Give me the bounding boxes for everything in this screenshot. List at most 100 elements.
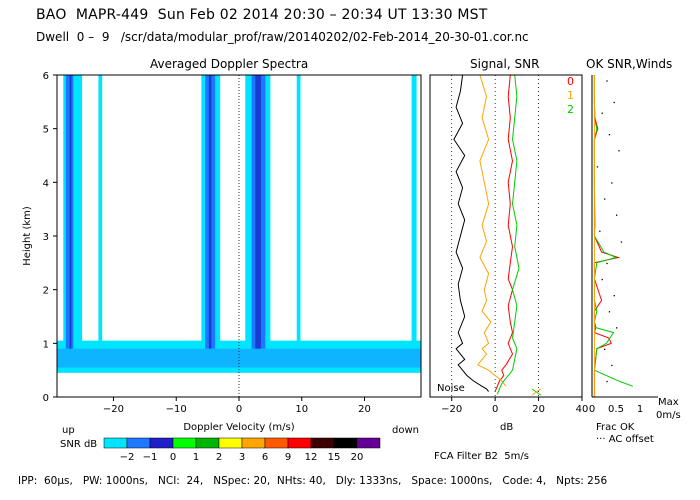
colorbar-label: 2: [216, 452, 222, 463]
ac-offset-dot: [599, 230, 601, 232]
ac-offset-dot: [604, 198, 606, 200]
spectra-y-tick-label: 2: [43, 286, 49, 297]
ac-offset-dot: [606, 380, 608, 383]
colorbar-label: 1: [193, 452, 199, 463]
ac-offset-dot: [606, 262, 608, 265]
signal-frame: [429, 74, 583, 398]
snr-db-label: SNR dB: [60, 439, 98, 450]
header-title: BAO MAPR-449 Sun Feb 02 2014 20:30 – 20:…: [36, 7, 488, 23]
ok-x-tick-label: 0.5: [608, 404, 624, 415]
spectra-band-6: [208, 75, 212, 349]
ok-x-tick-label: 0: [589, 404, 595, 415]
spectra-y-tick-label: 1: [43, 339, 49, 350]
colorbar-swatch: [333, 437, 358, 449]
down-label: down: [392, 425, 419, 436]
spectra-band-3: [98, 75, 103, 349]
colorbar-label: 9: [285, 452, 291, 463]
signal-panel-title: Signal, SNR: [470, 57, 540, 71]
colorbar-swatch: [218, 437, 243, 449]
doppler-spectra-heatmap: −20 −10 0 10 20 0 1 2 3 4 5 6 Doppler Velocity (m/s)…: [22, 71, 422, 433]
colorbar-label: −2: [120, 452, 135, 463]
spectra-y-axis-label: Height (km): [22, 206, 33, 266]
ac-offset-dot: [608, 134, 611, 136]
signal-x-tick-label: 20: [532, 404, 545, 415]
ac-offset-dot: [613, 101, 615, 104]
colorbar-swatch: [149, 437, 174, 449]
ac-offset-dot: [596, 166, 599, 168]
colorbar-swatch: [103, 437, 128, 449]
colorbar-swatch: [264, 437, 289, 449]
ac-offset-dot: [606, 80, 608, 82]
ac-offset-dot: [604, 348, 606, 350]
colorbar-label: 0: [170, 452, 176, 463]
spectra-y-tick-label: 0: [43, 393, 49, 404]
spectra-band-11: [411, 75, 417, 349]
spectra-panel-title: Averaged Doppler Spectra: [150, 57, 309, 71]
ac-offset-dot: [613, 295, 615, 297]
spectra-band-9: [255, 75, 261, 349]
signal-series-0: [494, 74, 514, 392]
snr-colorbar: −2 −1 0 1 2 3 6 9 12 15 20: [103, 437, 381, 463]
spectra-y-tick-label: 5: [43, 125, 49, 136]
signal-x-tick-label: 40: [576, 404, 589, 415]
ac-offset-dot: [616, 214, 618, 216]
db-axis-label: dB: [500, 422, 514, 433]
ok-x-tick-label: 1: [637, 404, 643, 415]
colorbar-swatch: [195, 437, 220, 449]
ac-offset-dot: [608, 311, 611, 313]
spectra-band-2: [69, 75, 72, 349]
max-speed-label: 0m/s: [656, 410, 681, 421]
up-label: up: [62, 425, 75, 436]
colorbar-label: 3: [239, 452, 245, 463]
beam-1-label: 1: [567, 89, 574, 102]
ac-offset-dot: [601, 278, 603, 281]
noise-label: Noise: [437, 383, 465, 394]
spectra-y-tick-label: 6: [43, 71, 49, 82]
ok-snr-winds-plot: 0 0.5 1: [589, 75, 658, 415]
signal-series-2: [496, 74, 520, 395]
header-subtitle: Dwell 0 – 9 /scr/data/modular_prof/raw/2…: [36, 30, 529, 44]
ok-panel-title: OK SNR,Winds: [586, 57, 673, 71]
ac-offset-label: ··· AC offset: [596, 434, 654, 445]
ac-offset-dot: [611, 364, 613, 367]
spectra-y-tick-label: 3: [43, 232, 49, 243]
colorbar-label: 15: [328, 452, 341, 463]
spectra-x-tick-label: 0: [236, 404, 242, 415]
beam-2-label: 2: [567, 103, 574, 116]
spectra-y-tick-label: 4: [43, 178, 49, 189]
signal-snr-plot: −20 0 20 40: [429, 74, 589, 415]
beam-0-label: 0: [567, 75, 574, 88]
colorbar-label: −1: [143, 452, 158, 463]
ac-offset-dot: [611, 182, 613, 184]
colorbar-swatch: [241, 437, 266, 449]
max-label: Max: [658, 397, 679, 408]
ac-offset-dot: [618, 150, 620, 152]
colorbar-label: 20: [351, 452, 364, 463]
ac-offset-dot: [616, 327, 618, 329]
colorbar-swatch: [287, 437, 312, 449]
spectra-x-tick-label: −10: [166, 404, 187, 415]
signal-series-noise: [453, 74, 489, 392]
spectra-x-axis-label: Doppler Velocity (m/s): [183, 422, 294, 433]
signal-marker-b: [531, 388, 542, 396]
colorbar-swatch: [356, 437, 381, 449]
footer-parameters: IPP: 60µs, PW: 1000ns, NCI: 24, NSpec: 2…: [18, 475, 608, 487]
ac-offset-dot: [601, 112, 603, 114]
spectra-low-band: [57, 340, 421, 373]
colorbar-swatch: [310, 437, 335, 449]
signal-x-tick-label: 0: [492, 404, 498, 415]
spectra-x-tick-label: −20: [103, 404, 124, 415]
colorbar-swatch: [172, 437, 197, 449]
spectra-x-tick-label: 20: [358, 404, 371, 415]
spectra-band-10: [296, 75, 301, 349]
filter-label: FCA Filter B2 5m/s: [434, 451, 529, 462]
spectra-low-band-core: [57, 348, 421, 368]
colorbar-label: 12: [305, 452, 318, 463]
signal-x-tick-label: −20: [441, 404, 462, 415]
ok-series-0: [593, 75, 621, 397]
colorbar-label: 6: [262, 452, 268, 463]
spectra-x-tick-label: 10: [295, 404, 308, 415]
colorbar-swatch: [126, 437, 151, 449]
